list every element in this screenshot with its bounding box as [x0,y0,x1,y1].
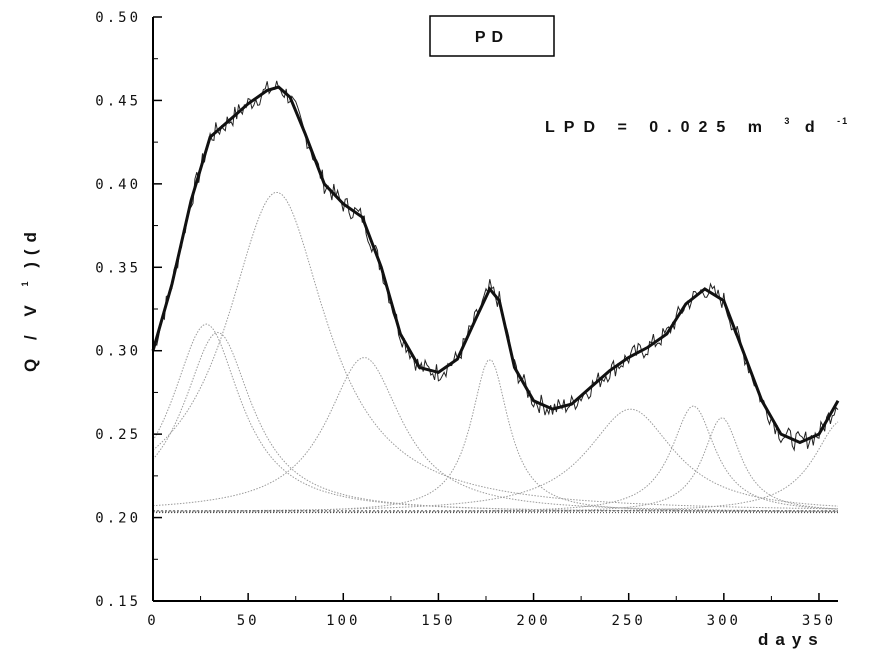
component-peak-curve [153,405,839,513]
component-peak-curve [152,192,838,510]
annotation-text: LPD = 0.025 m 3 d -1 [545,111,849,136]
y-tick-label: 0.25 [95,427,141,443]
component-peak-curve [152,359,838,513]
legend-label: PD [475,29,509,46]
x-tick-label: 50 [237,613,260,629]
y-tick-label: 0.45 [95,93,141,109]
y-tick-label: 0.20 [95,511,141,527]
component-peak-curve [152,331,838,513]
x-tick-label: 200 [516,613,550,629]
baseline-lines [153,510,838,514]
y-tick-label: 0.35 [95,260,141,276]
legend-box [429,15,555,57]
x-axis-title: days [758,630,825,649]
x-tick-label: 100 [326,613,360,629]
component-peak-curve [152,357,838,512]
x-tick-label: 150 [421,613,455,629]
x-tick-label: 250 [612,613,646,629]
y-tick-label: 0.15 [95,594,141,610]
y-axis-title: Q / V 1 )(d [13,225,40,372]
fit-series-line [151,85,840,445]
component-peak-curve [153,408,839,512]
x-tick-label: 0 [147,613,158,629]
data-series-line [152,80,839,452]
x-tick-label: 300 [707,613,741,629]
y-tick-label: 0.40 [95,177,141,193]
x-ticks: 0 50 100 150 200 250 300 350 [147,593,836,629]
y-tick-label: 0.50 [95,10,141,26]
x-tick-label: 350 [802,613,836,629]
y-ticks: 0.15 0.20 0.25 0.30 0.35 0.40 0.45 0.50 [95,10,162,610]
fit-components [152,192,839,513]
y-tick-label: 0.30 [95,344,141,360]
component-peak-curve [152,323,838,513]
